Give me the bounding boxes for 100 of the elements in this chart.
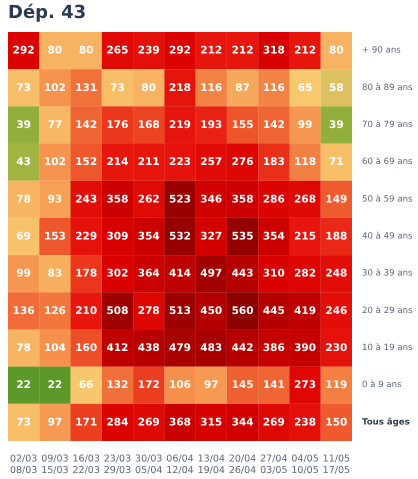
data-label: 136 [12,304,35,317]
data-label: 39 [329,118,344,131]
data-label: 77 [48,118,62,131]
y-tick-label: 10 à 19 ans [362,343,414,354]
data-label: 223 [169,156,191,168]
data-label: 292 [169,44,191,57]
data-label: 215 [294,230,316,242]
x-tick-label: 02/03 08/03 [10,454,38,476]
data-label: 438 [138,342,160,354]
data-label: 116 [262,82,285,94]
y-tick-label: 60 à 69 ans [362,157,414,168]
data-label: 278 [138,304,160,317]
data-label: 214 [106,156,128,168]
data-label: 69 [16,230,31,242]
x-tick-label: 30/03 05/04 [135,454,162,476]
data-label: 497 [200,268,222,280]
data-label: 212 [294,44,316,57]
data-label: 22 [16,379,31,392]
data-label: 58 [329,82,344,94]
x-tick-label: 11/05 17/05 [322,454,350,476]
data-label: 210 [75,304,98,317]
data-label: 513 [169,304,191,317]
data-label: 358 [106,193,128,206]
data-label: 346 [200,193,222,206]
data-label: 443 [232,268,254,280]
y-tick-label: 20 à 29 ans [362,306,414,316]
data-label: 183 [262,156,285,168]
data-label: 284 [106,416,128,428]
data-label: 145 [232,379,254,392]
y-tick-label: 30 à 39 ans [362,268,414,279]
data-label: 364 [138,268,160,280]
data-label: 66 [78,379,94,392]
data-label: 78 [16,342,31,354]
y-tick-label: 50 à 59 ans [362,194,414,204]
data-label: 246 [325,304,348,317]
data-label: 176 [106,118,128,131]
data-label: 73 [110,82,125,94]
data-label: 80 [48,44,62,57]
data-label: 238 [294,416,316,428]
data-label: 188 [325,230,348,242]
data-label: 442 [232,342,254,354]
y-tick-label: Tous âges [362,417,410,428]
data-label: 445 [262,304,285,317]
x-tick-label: 27/04 03/05 [260,454,288,476]
data-label: 87 [235,82,250,94]
data-label: 172 [138,379,160,392]
data-label: 97 [204,379,219,392]
data-label: 78 [16,193,31,206]
data-label: 269 [138,416,160,428]
data-label: 239 [138,44,160,57]
data-label: 119 [325,379,348,392]
data-label: 265 [106,44,128,57]
data-label: 73 [16,416,31,428]
data-label: 149 [325,193,348,206]
data-label: 508 [106,304,128,317]
data-label: 152 [75,156,98,168]
y-tick-label: 0 à 9 ans [362,380,402,390]
data-label: 257 [200,156,222,168]
data-label: 276 [232,156,254,168]
data-label: 99 [298,118,312,131]
data-label: 273 [294,379,316,392]
data-label: 102 [44,156,66,168]
data-label: 262 [138,193,160,206]
data-label: 248 [325,268,348,280]
data-label: 344 [232,416,254,428]
data-label: 523 [169,193,191,206]
data-label: 39 [16,118,31,131]
data-label: 126 [44,304,66,317]
x-tick-label: 06/04 12/04 [166,454,194,476]
data-label: 142 [262,118,285,131]
data-label: 532 [169,230,191,242]
x-tick-label: 23/03 29/03 [104,454,132,476]
data-label: 65 [298,82,312,94]
data-label: 412 [106,342,128,354]
data-label: 368 [169,416,191,428]
data-label: 150 [325,416,348,428]
data-label: 142 [75,118,98,131]
data-label: 80 [329,44,344,57]
data-label: 116 [200,82,222,94]
data-label: 450 [200,304,222,317]
data-label: 43 [16,156,31,168]
y-tick-label: 70 à 79 ans [362,120,414,130]
data-label: 104 [44,342,66,354]
x-tick-label: 20/04 26/04 [228,454,256,476]
data-label: 106 [169,379,191,392]
data-label: 310 [262,268,285,280]
data-label: 212 [200,44,222,57]
data-label: 358 [232,193,254,206]
data-label: 483 [200,342,222,354]
data-label: 212 [232,44,254,57]
y-tick-label: 80 à 89 ans [362,82,414,93]
data-label: 327 [200,230,222,242]
data-label: 160 [75,342,98,354]
data-label: 243 [75,193,98,206]
data-label: 535 [232,230,254,242]
data-label: 73 [16,82,31,94]
data-label: 292 [12,44,35,57]
data-label: 282 [294,268,316,280]
data-label: 560 [232,304,254,317]
data-label: 386 [262,342,285,354]
